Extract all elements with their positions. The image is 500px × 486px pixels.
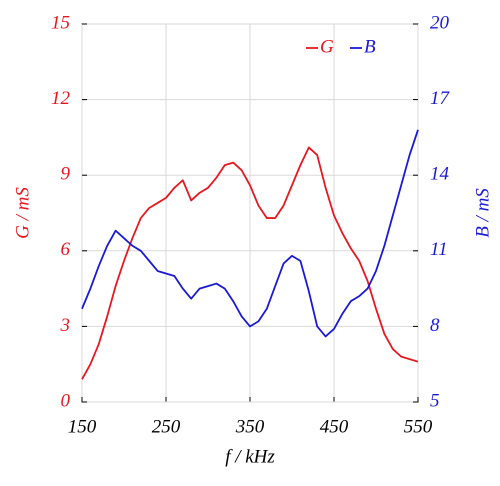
x-tick-label: 550: [404, 416, 433, 437]
y2-tick-label: 5: [430, 390, 440, 411]
legend-label: B: [364, 36, 376, 57]
x-axis-label: f / kHz: [225, 446, 275, 467]
x-tick-label: 350: [235, 416, 265, 437]
y2-tick-label: 14: [430, 164, 450, 185]
y-tick-label: 3: [60, 315, 71, 336]
y-axis-label: G / mS: [12, 187, 33, 239]
line-series: [81, 146, 419, 380]
y2-tick-label: 8: [430, 315, 440, 336]
y2-tick-label: 17: [430, 88, 451, 109]
line-series: [81, 129, 419, 338]
y2-tick-label: 20: [430, 12, 450, 33]
y-tick-label: 12: [51, 88, 71, 109]
x-tick-label: 250: [152, 416, 181, 437]
y2-axis-label: B / mS: [472, 188, 493, 238]
y-tick-label: 0: [61, 390, 71, 411]
y2-tick-label: 11: [430, 239, 448, 260]
y-tick-label: 9: [61, 164, 71, 185]
y-tick-label: 6: [61, 239, 71, 260]
x-tick-label: 150: [68, 416, 97, 437]
x-tick-label: 450: [320, 416, 349, 437]
y-tick-label: 15: [51, 12, 70, 33]
legend-label: G: [320, 36, 334, 57]
